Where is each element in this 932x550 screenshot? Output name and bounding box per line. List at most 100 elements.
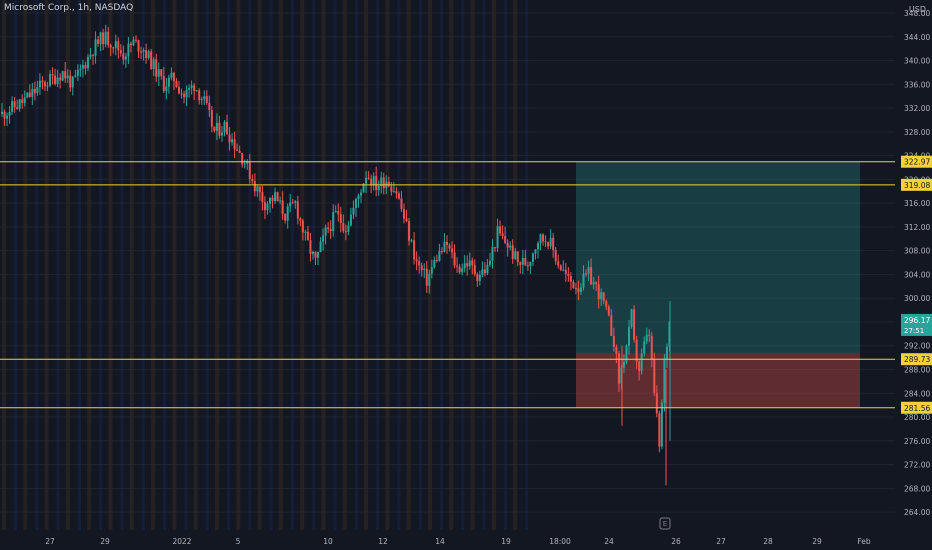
candle-body: [172, 72, 175, 82]
candle-body: [547, 242, 550, 247]
candle-body: [471, 260, 474, 266]
time-tick-label: 2022: [172, 537, 191, 546]
premarket-session: [449, 0, 454, 530]
candle-body: [635, 339, 638, 362]
price-axis[interactable]: 348.00344.00340.00336.00332.00328.00324.…: [895, 0, 932, 550]
candle-body: [41, 80, 44, 83]
price-tick-label: 268.00: [904, 484, 930, 493]
afterhours-session: [99, 0, 103, 530]
candle-body: [296, 201, 299, 219]
candle-body: [375, 176, 378, 191]
candle-body: [448, 244, 451, 249]
candle-body: [658, 413, 661, 447]
premarket-session: [215, 0, 219, 530]
candle-body: [271, 197, 274, 202]
candle-body: [559, 265, 562, 270]
candle-body: [377, 186, 380, 191]
afterhours-session: [525, 0, 529, 530]
candle-body: [274, 192, 277, 202]
candle-body: [155, 59, 158, 77]
candle-body: [61, 71, 64, 81]
candle-body: [602, 292, 605, 301]
price-tick-label: 272.00: [904, 461, 930, 470]
afterhours-session: [503, 0, 507, 530]
level-price-tag: [901, 178, 932, 191]
horizontal-levels[interactable]: [0, 161, 932, 409]
candle-body: [425, 268, 428, 286]
long-position-tool[interactable]: [576, 161, 860, 408]
candle-body: [127, 43, 130, 57]
afterhours-session: [163, 0, 167, 530]
candle-body: [585, 273, 588, 275]
currency-label[interactable]: USD: [908, 5, 926, 14]
candle-body: [324, 227, 327, 236]
candle-body: [258, 186, 261, 193]
candle-body: [494, 247, 497, 249]
candle-body: [220, 132, 223, 136]
candle-body: [349, 214, 352, 226]
candle-body: [236, 149, 239, 151]
time-tick-label: 24: [604, 537, 614, 546]
candle-body: [648, 334, 651, 336]
candle-body: [246, 160, 249, 164]
candle-body: [162, 76, 165, 92]
candle-body: [582, 273, 585, 288]
price-tick-label: 288.00: [904, 365, 930, 374]
candle-body: [301, 220, 304, 233]
candle-body: [504, 236, 507, 243]
afterhours-session: [141, 0, 145, 530]
candle-body: [291, 202, 294, 204]
candle-body: [129, 43, 132, 46]
afterhours-session: [120, 0, 124, 530]
candle-body: [185, 89, 188, 98]
premarket-session: [65, 0, 70, 530]
candle-body: [152, 59, 155, 69]
candle-body: [579, 287, 582, 292]
candle-body: [382, 177, 385, 189]
premarket-session: [406, 0, 411, 530]
time-tick-label: 28: [763, 537, 773, 546]
candle-body: [337, 211, 340, 215]
candle-body: [372, 176, 375, 186]
time-axis[interactable]: 27 29 2022 5 10 12 14 19 18:00 24 26 27 28 29 Feb: [0, 530, 932, 550]
candle-body: [256, 186, 259, 192]
premarket-session: [193, 0, 198, 530]
candle-body: [59, 77, 62, 81]
candle-body: [390, 186, 393, 192]
candle-body: [344, 231, 347, 233]
price-tick-label: 280.00: [904, 413, 930, 422]
candle-body: [519, 261, 522, 265]
candle-body: [119, 50, 122, 54]
candle-body: [251, 179, 254, 182]
candle-body: [572, 281, 575, 289]
candle-body: [137, 40, 140, 52]
candle-body: [183, 93, 186, 98]
candle-body: [643, 341, 646, 354]
price-tags: 322.97 319.08 289.73 281.56 296.17 27:51 E: [659, 155, 932, 530]
candle-body: [370, 178, 373, 186]
candle-body: [595, 282, 598, 285]
price-tick-label: 316.00: [904, 199, 930, 208]
price-tick-label: 312.00: [904, 223, 930, 232]
profit-zone: [576, 161, 860, 353]
candle-body: [628, 327, 631, 346]
candle-body: [552, 237, 555, 250]
premarket-session: [23, 0, 28, 530]
price-tick-label: 308.00: [904, 247, 930, 256]
candle-body: [71, 76, 74, 88]
symbol-title[interactable]: Microsoft Corp., 1h, NASDAQ: [4, 3, 134, 13]
candle-body: [605, 300, 608, 307]
candle-body: [79, 68, 82, 71]
candle-body: [203, 96, 206, 100]
candle-body: [569, 275, 572, 282]
candle-body: [208, 102, 211, 111]
candle-body: [408, 221, 411, 241]
candle-body: [562, 269, 565, 271]
candle-body: [354, 199, 357, 208]
last-price-tag: [901, 313, 932, 336]
candle-body: [94, 39, 97, 56]
afterhours-session: [56, 0, 60, 530]
candle-body: [269, 197, 271, 204]
candle-body: [107, 31, 110, 46]
